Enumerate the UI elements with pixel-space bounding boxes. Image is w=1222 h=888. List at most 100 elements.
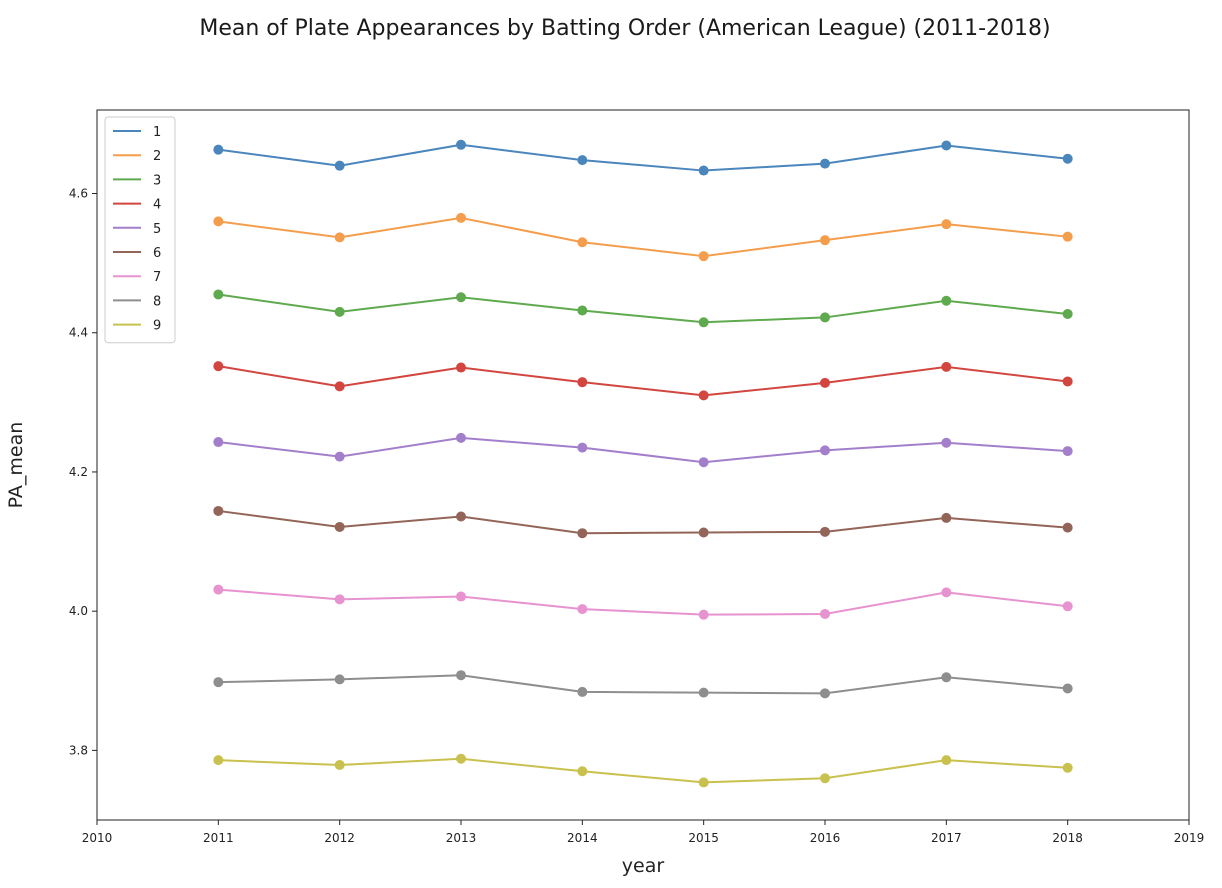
data-point <box>1062 683 1073 694</box>
data-point <box>1062 762 1073 773</box>
data-point <box>820 377 830 388</box>
data-point <box>941 512 952 523</box>
data-point <box>213 755 224 766</box>
data-point <box>698 390 709 401</box>
data-point <box>213 584 224 595</box>
series-line <box>218 436 1068 464</box>
data-point <box>334 232 345 243</box>
x-tick-label: 2012 <box>324 831 355 845</box>
data-point <box>577 766 588 777</box>
x-tick-label: 2016 <box>810 831 841 845</box>
data-point <box>941 755 952 766</box>
data-point <box>698 457 709 468</box>
y-tick-label: 4.0 <box>69 604 88 618</box>
data-point <box>213 677 224 688</box>
data-point <box>456 212 466 223</box>
data-point <box>820 608 830 619</box>
x-tick-label: 2014 <box>567 831 598 845</box>
y-axis-label: PA_mean <box>5 422 27 509</box>
data-point <box>1062 231 1073 242</box>
x-tick-label: 2010 <box>82 831 113 845</box>
chart-title: Mean of Plate Appearances by Batting Ord… <box>199 16 1051 41</box>
x-tick-label: 2017 <box>931 831 962 845</box>
data-point <box>213 505 224 516</box>
data-point <box>698 165 709 176</box>
data-point <box>820 688 830 699</box>
data-point <box>334 760 345 771</box>
data-point <box>456 362 466 373</box>
data-point <box>334 451 345 462</box>
data-point <box>213 216 224 227</box>
data-point <box>820 312 830 323</box>
data-point <box>941 672 952 683</box>
series-4 <box>213 361 1073 401</box>
data-point <box>456 432 466 443</box>
plot-frame <box>96 109 1190 821</box>
series-line <box>218 588 1068 616</box>
data-point <box>698 527 709 538</box>
data-point <box>577 305 588 316</box>
data-point <box>1062 446 1073 457</box>
data-point <box>941 587 952 598</box>
data-point <box>1062 601 1073 612</box>
data-point <box>213 144 224 155</box>
legend-label: 8 <box>153 294 161 309</box>
data-point <box>941 219 952 230</box>
data-point <box>334 381 345 392</box>
data-point <box>698 317 709 328</box>
x-axis: 2010 2011 2012 2013 2014 2015 2016 2017 2018 2019 <box>82 820 1205 845</box>
legend-item: 5 <box>113 222 161 237</box>
series-5 <box>213 432 1073 468</box>
legend-label: 9 <box>153 319 161 334</box>
legend-label: 6 <box>153 246 161 261</box>
legend-item: 7 <box>113 270 161 285</box>
series-line <box>218 674 1068 695</box>
x-tick-label: 2013 <box>446 831 477 845</box>
y-tick-label: 4.2 <box>69 465 88 479</box>
data-point <box>1062 153 1073 164</box>
series-9 <box>213 753 1073 788</box>
series-line <box>218 293 1068 324</box>
legend-item: 3 <box>113 173 161 188</box>
data-point <box>334 306 345 317</box>
series-3 <box>213 289 1073 328</box>
series-2 <box>213 212 1073 262</box>
data-point <box>941 295 952 306</box>
data-point <box>1062 522 1073 533</box>
series-1 <box>213 139 1073 176</box>
data-point <box>334 674 345 685</box>
series-line <box>218 509 1068 535</box>
data-point <box>941 140 952 151</box>
data-point <box>456 292 466 303</box>
data-point <box>698 609 709 620</box>
data-point <box>577 377 588 388</box>
series-6 <box>213 505 1073 539</box>
data-point <box>820 158 830 169</box>
series-layer <box>213 139 1073 788</box>
data-point <box>698 251 709 262</box>
y-tick-label: 4.6 <box>69 187 88 201</box>
x-tick-label: 2019 <box>1174 831 1205 845</box>
data-point <box>456 591 466 602</box>
series-line <box>218 216 1068 258</box>
data-point <box>213 437 224 448</box>
y-tick-label: 3.8 <box>69 743 88 757</box>
data-point <box>698 687 709 698</box>
legend-label: 2 <box>153 149 161 164</box>
legend-box <box>104 116 176 344</box>
data-point <box>334 594 345 605</box>
data-point <box>456 753 466 764</box>
legend-item: 4 <box>113 198 161 213</box>
data-point <box>941 437 952 448</box>
data-point <box>577 155 588 166</box>
x-axis-label: year <box>622 855 665 877</box>
legend-item: 9 <box>113 319 161 334</box>
data-point <box>1062 376 1073 387</box>
data-point <box>334 160 345 171</box>
y-axis: 3.8 4.0 4.2 4.4 4.6 <box>69 187 97 757</box>
data-point <box>820 526 830 537</box>
data-point <box>820 773 830 784</box>
data-point <box>456 139 466 150</box>
data-point <box>213 361 224 372</box>
series-line <box>218 365 1068 397</box>
